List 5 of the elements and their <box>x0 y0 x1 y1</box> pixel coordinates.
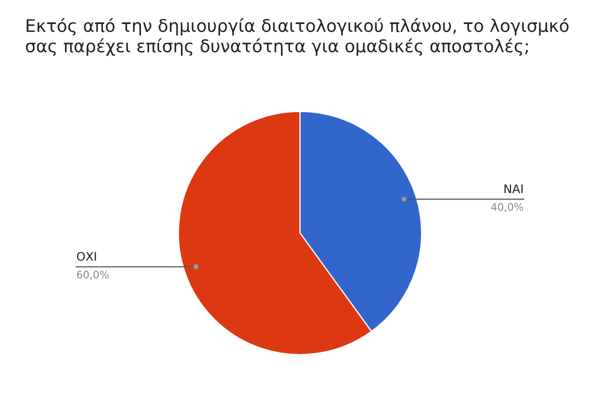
data-label: 60,0% <box>76 270 109 280</box>
data-label: 40,0% <box>491 203 524 212</box>
slice-label: ΟΧΙ <box>76 252 96 261</box>
slice-label: ΝΑΙ <box>504 184 523 194</box>
chart-title: Εκτός από την δημιουργία διαιτολογικού πλάνου, το λογισμκό σας παρέχει επίσης δυνατότητα για ομαδικές αποστολές; <box>26 18 569 56</box>
